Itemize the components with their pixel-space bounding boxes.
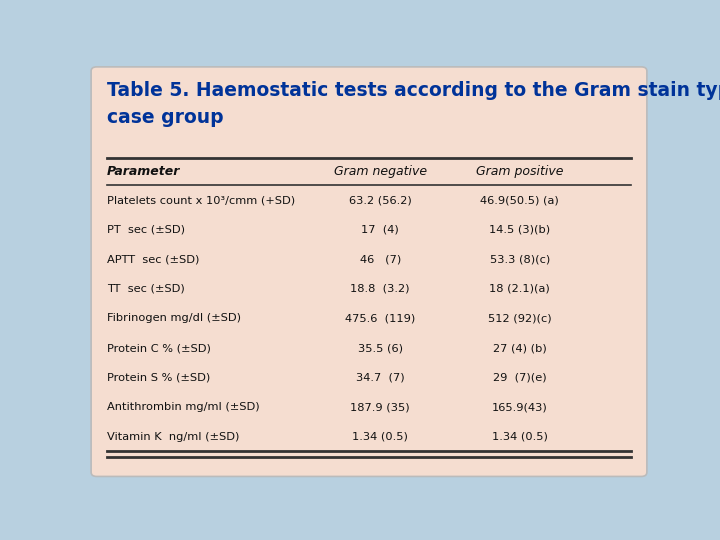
Text: 14.5 (3)(b): 14.5 (3)(b) bbox=[489, 225, 550, 235]
Text: 35.5 (6): 35.5 (6) bbox=[358, 343, 402, 353]
Text: 46   (7): 46 (7) bbox=[359, 254, 401, 264]
Text: Parameter: Parameter bbox=[107, 165, 180, 178]
Text: Protein S % (±SD): Protein S % (±SD) bbox=[107, 373, 210, 382]
Text: 18 (2.1)(a): 18 (2.1)(a) bbox=[490, 284, 550, 294]
Text: 46.9(50.5) (a): 46.9(50.5) (a) bbox=[480, 195, 559, 205]
Text: 29  (7)(e): 29 (7)(e) bbox=[493, 373, 546, 382]
Text: 1.34 (0.5): 1.34 (0.5) bbox=[352, 431, 408, 442]
Text: 34.7  (7): 34.7 (7) bbox=[356, 373, 405, 382]
Text: 53.3 (8)(c): 53.3 (8)(c) bbox=[490, 254, 550, 264]
Text: Platelets count x 10³/cmm (+SD): Platelets count x 10³/cmm (+SD) bbox=[107, 195, 295, 205]
Text: 27 (4) (b): 27 (4) (b) bbox=[492, 343, 546, 353]
Text: 165.9(43): 165.9(43) bbox=[492, 402, 547, 412]
Text: 187.9 (35): 187.9 (35) bbox=[351, 402, 410, 412]
Text: Table 5. Haemostatic tests according to the Gram stain types in: Table 5. Haemostatic tests according to … bbox=[107, 82, 720, 100]
Text: Gram positive: Gram positive bbox=[476, 165, 564, 178]
Text: PT  sec (±SD): PT sec (±SD) bbox=[107, 225, 185, 235]
Text: 63.2 (56.2): 63.2 (56.2) bbox=[348, 195, 412, 205]
Text: Gram negative: Gram negative bbox=[333, 165, 427, 178]
Text: 1.34 (0.5): 1.34 (0.5) bbox=[492, 431, 548, 442]
Text: 17  (4): 17 (4) bbox=[361, 225, 399, 235]
Text: 18.8  (3.2): 18.8 (3.2) bbox=[351, 284, 410, 294]
Text: case group: case group bbox=[107, 109, 223, 127]
Text: Fibrinogen mg/dl (±SD): Fibrinogen mg/dl (±SD) bbox=[107, 313, 240, 323]
Text: 512 (92)(c): 512 (92)(c) bbox=[488, 313, 552, 323]
Text: Antithrombin mg/ml (±SD): Antithrombin mg/ml (±SD) bbox=[107, 402, 259, 412]
Text: TT  sec (±SD): TT sec (±SD) bbox=[107, 284, 184, 294]
Text: APTT  sec (±SD): APTT sec (±SD) bbox=[107, 254, 199, 264]
Text: Vitamin K  ng/ml (±SD): Vitamin K ng/ml (±SD) bbox=[107, 431, 239, 442]
Text: 475.6  (119): 475.6 (119) bbox=[345, 313, 415, 323]
Text: Protein C % (±SD): Protein C % (±SD) bbox=[107, 343, 211, 353]
FancyBboxPatch shape bbox=[91, 67, 647, 476]
